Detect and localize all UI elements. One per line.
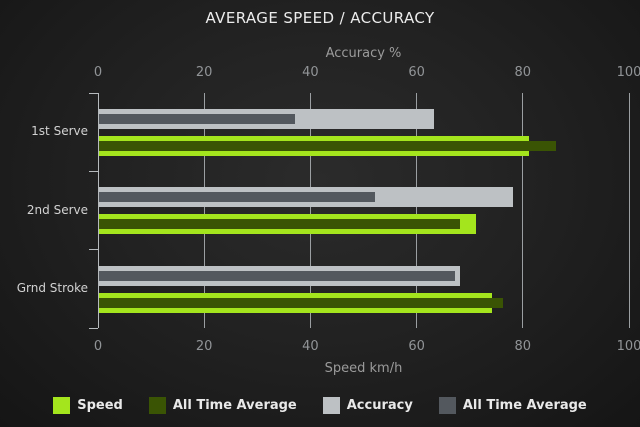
category-label: 2nd Serve — [26, 202, 88, 217]
bar-accuracy-all-time-average — [99, 114, 296, 124]
bar-accuracy-all-time-average — [99, 270, 455, 281]
category-label: Grnd Stroke — [16, 280, 88, 295]
gridline — [203, 93, 205, 328]
bottom-axis-tick-label: 100 — [616, 339, 640, 354]
category-label: 1st Serve — [31, 124, 88, 139]
top-axis-tick-label: 100 — [616, 65, 640, 80]
plot-area: 0 0 20 20 40 40 60 60 80 80 100 100 — [89, 66, 640, 354]
legend-swatch — [53, 397, 71, 414]
bottom-axis-label: Speed km/h — [324, 361, 403, 376]
axis-boundary-tick — [89, 170, 98, 172]
axis-boundary-tick — [89, 327, 98, 329]
top-axis-tick-label: 60 — [408, 65, 425, 80]
legend-label: All Time Average — [172, 398, 297, 413]
gridline — [522, 93, 524, 328]
gridline — [416, 93, 418, 328]
top-axis-tick-label: 80 — [514, 65, 532, 80]
gridline — [309, 93, 311, 328]
bottom-axis-tick-label: 40 — [302, 339, 319, 354]
legend-label: Speed — [77, 398, 123, 413]
legend-item-speed: Speed — [53, 397, 123, 414]
legend-swatch — [148, 397, 166, 414]
axis-boundary-tick — [89, 249, 98, 251]
bottom-axis-tick-label: 60 — [408, 339, 425, 354]
legend-item-accuracy-all-time-average: All Time Average — [438, 397, 587, 414]
legend-label: All Time Average — [462, 398, 587, 413]
legend-item-accuracy: Accuracy — [322, 397, 413, 414]
top-axis-tick-label: 0 — [93, 65, 103, 80]
bottom-axis-tick-label: 20 — [195, 339, 213, 354]
gridline — [628, 93, 630, 328]
bar-speed-all-time-average — [99, 141, 556, 151]
legend-swatch — [322, 397, 340, 414]
top-axis-label: Accuracy % — [325, 46, 402, 61]
legend-label: Accuracy — [346, 398, 413, 413]
legend-item-speed-all-time-average: All Time Average — [148, 397, 297, 414]
gridline — [97, 93, 99, 328]
bottom-axis-tick-label: 80 — [514, 339, 532, 354]
axis-boundary-tick — [89, 92, 98, 94]
chart-title: AVERAGE SPEED / ACCURACY — [205, 9, 435, 27]
bar-speed-all-time-average — [99, 219, 461, 230]
legend-swatch — [438, 397, 456, 414]
bar-speed-all-time-average — [99, 297, 503, 308]
bottom-axis-tick-label: 0 — [93, 339, 103, 354]
top-axis-tick-label: 40 — [302, 65, 319, 80]
bar-accuracy-all-time-average — [99, 192, 376, 203]
legend: Speed All Time Average Accuracy All Time Av… — [0, 397, 640, 414]
top-axis-tick-label: 20 — [195, 65, 213, 80]
